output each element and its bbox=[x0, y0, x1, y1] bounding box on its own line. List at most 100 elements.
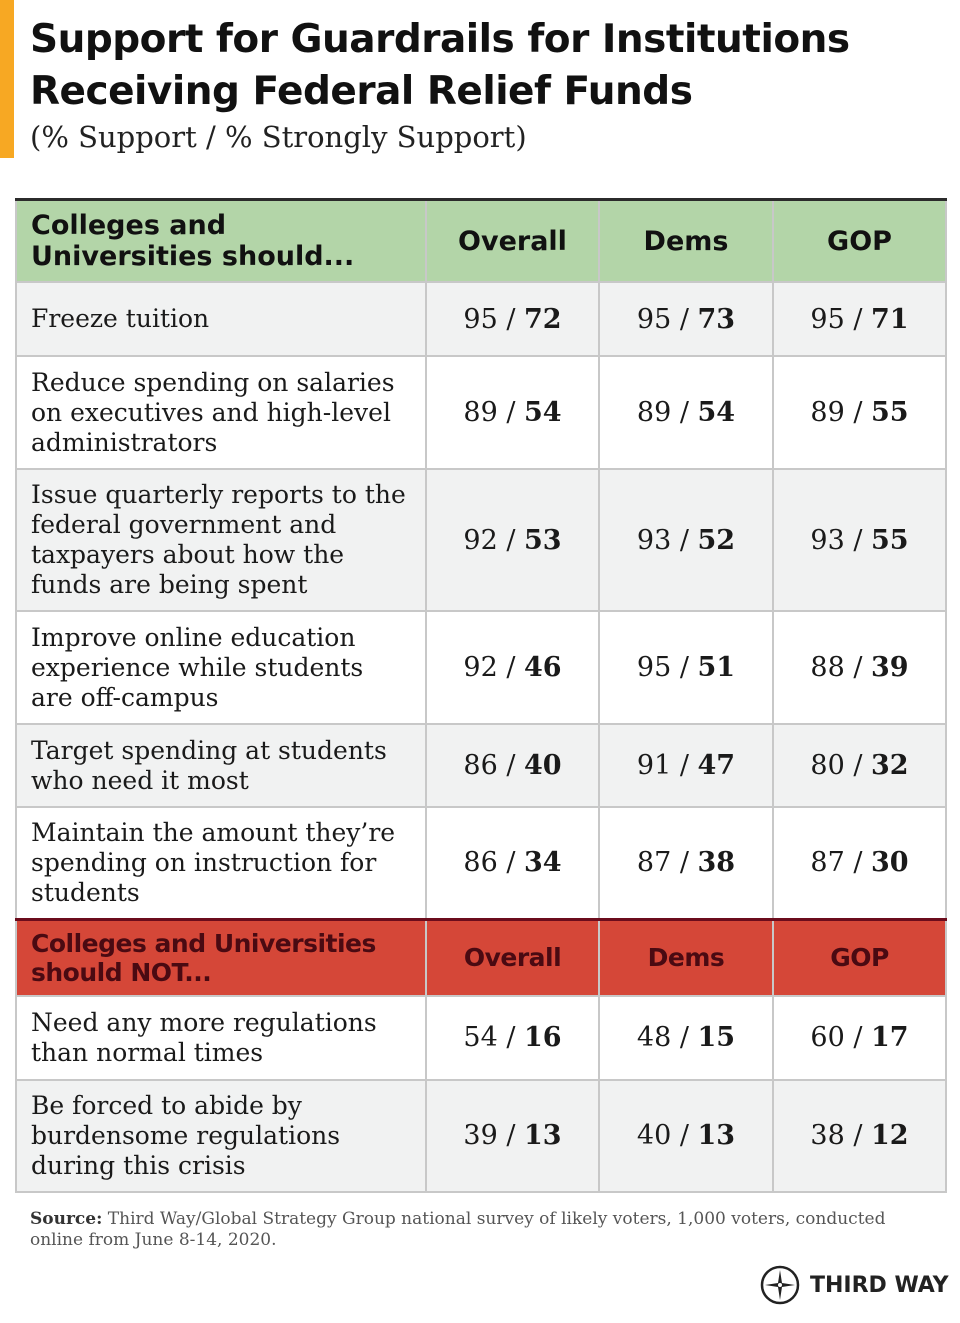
cell-overall: 54 / 16 bbox=[425, 994, 600, 1081]
support-pct: 48 bbox=[636, 1022, 672, 1053]
cell-dems: 91 / 47 bbox=[598, 723, 774, 808]
strong-support-pct: 53 bbox=[524, 524, 562, 556]
cell-dems: 93 / 52 bbox=[598, 468, 774, 612]
strong-support-pct: 71 bbox=[871, 303, 909, 335]
title-line-1: Support for Guardrails for Institutions bbox=[30, 17, 850, 62]
support-pct: 95 bbox=[810, 303, 845, 335]
row-label: Improve online education experience whil… bbox=[15, 610, 427, 725]
cell-gop: 87 / 30 bbox=[772, 806, 947, 920]
cell-gop: 80 / 32 bbox=[772, 723, 947, 808]
support-pct: 89 bbox=[636, 397, 672, 428]
support-pct: 60 bbox=[810, 1022, 845, 1053]
support-pct: 86 bbox=[463, 750, 498, 781]
support-pct: 86 bbox=[463, 847, 498, 879]
row-label: Target spending at students who need it … bbox=[15, 723, 427, 808]
cell-overall: 92 / 53 bbox=[425, 468, 600, 612]
cell-overall: 95 / 72 bbox=[425, 281, 600, 357]
support-pct: 95 bbox=[463, 303, 498, 335]
strong-support-pct: 13 bbox=[697, 1120, 736, 1151]
table-row: Need any more regulations than normal ti… bbox=[15, 994, 947, 1081]
strong-support-pct: 16 bbox=[524, 1022, 562, 1053]
strong-support-pct: 39 bbox=[871, 652, 909, 683]
strong-support-pct: 54 bbox=[524, 397, 562, 428]
column-header-overall: Overall bbox=[425, 198, 600, 283]
table-row: Issue quarterly reports to the federal g… bbox=[15, 468, 947, 612]
strong-support-pct: 55 bbox=[871, 524, 909, 556]
cell-overall: 92 / 46 bbox=[425, 610, 600, 725]
strong-support-pct: 13 bbox=[524, 1120, 562, 1151]
strong-support-pct: 17 bbox=[871, 1022, 909, 1053]
support-pct: 89 bbox=[810, 397, 845, 428]
row-label: Freeze tuition bbox=[15, 281, 427, 357]
accent-bar bbox=[0, 0, 14, 158]
column-header-gop: GOP bbox=[772, 918, 947, 997]
support-pct: 93 bbox=[810, 524, 845, 556]
column-header-dems: Dems bbox=[598, 198, 774, 283]
cell-gop: 93 / 55 bbox=[772, 468, 947, 612]
logo-text: THIRD WAY bbox=[810, 1272, 949, 1298]
support-pct: 92 bbox=[463, 652, 498, 683]
row-label: Maintain the amount they’re spending on … bbox=[15, 806, 427, 920]
cell-dems: 95 / 51 bbox=[598, 610, 774, 725]
support-pct: 80 bbox=[810, 750, 845, 781]
cell-dems: 40 / 13 bbox=[598, 1078, 774, 1193]
survey-table: Colleges and Universities should... Overa… bbox=[15, 198, 947, 1193]
support-pct: 54 bbox=[463, 1022, 498, 1053]
support-pct: 95 bbox=[636, 652, 672, 683]
strong-support-pct: 12 bbox=[871, 1120, 909, 1151]
column-header-dems: Dems bbox=[598, 918, 774, 997]
strong-support-pct: 72 bbox=[524, 303, 562, 335]
cell-overall: 89 / 54 bbox=[425, 355, 600, 470]
support-header-row: Colleges and Universities should... Overa… bbox=[15, 198, 947, 283]
strong-support-pct: 52 bbox=[697, 524, 736, 556]
support-pct: 87 bbox=[636, 847, 672, 879]
support-pct: 92 bbox=[463, 524, 498, 556]
cell-overall: 39 / 13 bbox=[425, 1078, 600, 1193]
support-pct: 88 bbox=[810, 652, 845, 683]
strong-support-pct: 38 bbox=[697, 847, 736, 879]
section-header: Colleges and Universities should NOT... bbox=[15, 918, 427, 997]
subtitle: (% Support / % Strongly Support) bbox=[30, 120, 527, 154]
cell-dems: 95 / 73 bbox=[598, 281, 774, 357]
source-text: Third Way/Global Strategy Group national… bbox=[30, 1209, 886, 1250]
row-label: Need any more regulations than normal ti… bbox=[15, 994, 427, 1081]
cell-overall: 86 / 34 bbox=[425, 806, 600, 920]
strong-support-pct: 34 bbox=[524, 847, 562, 879]
cell-dems: 89 / 54 bbox=[598, 355, 774, 470]
table-row: Target spending at students who need it … bbox=[15, 723, 947, 808]
strong-support-pct: 32 bbox=[871, 750, 909, 781]
source-label: Source: bbox=[30, 1209, 103, 1229]
strong-support-pct: 54 bbox=[697, 397, 736, 428]
cell-gop: 89 / 55 bbox=[772, 355, 947, 470]
table-row: Be forced to abide by burdensome regulat… bbox=[15, 1078, 947, 1193]
strong-support-pct: 51 bbox=[697, 652, 736, 683]
support-pct: 40 bbox=[636, 1120, 672, 1151]
table-row: Freeze tuition 95 / 72 95 / 73 95 / 71 bbox=[15, 281, 947, 357]
title-line-2: Receiving Federal Relief Funds bbox=[30, 69, 693, 114]
oppose-header-row: Colleges and Universities should NOT... O… bbox=[15, 918, 947, 997]
column-header-overall: Overall bbox=[425, 918, 600, 997]
support-pct: 95 bbox=[636, 303, 672, 335]
cell-dems: 87 / 38 bbox=[598, 806, 774, 920]
section-header: Colleges and Universities should... bbox=[15, 198, 427, 283]
support-pct: 93 bbox=[636, 524, 672, 556]
row-label: Be forced to abide by burdensome regulat… bbox=[15, 1078, 427, 1193]
table-row: Improve online education experience whil… bbox=[15, 610, 947, 725]
cell-gop: 95 / 71 bbox=[772, 281, 947, 357]
support-pct: 38 bbox=[810, 1120, 845, 1151]
support-pct: 91 bbox=[636, 750, 672, 781]
support-pct: 87 bbox=[810, 847, 845, 879]
row-label: Issue quarterly reports to the federal g… bbox=[15, 468, 427, 612]
strong-support-pct: 15 bbox=[697, 1022, 736, 1053]
compass-icon bbox=[760, 1265, 800, 1305]
source-note: Source: Third Way/Global Strategy Group … bbox=[30, 1209, 910, 1251]
cell-gop: 38 / 12 bbox=[772, 1078, 947, 1193]
third-way-logo: THIRD WAY bbox=[760, 1265, 949, 1305]
cell-overall: 86 / 40 bbox=[425, 723, 600, 808]
column-header-gop: GOP bbox=[772, 198, 947, 283]
cell-gop: 88 / 39 bbox=[772, 610, 947, 725]
row-label: Reduce spending on salaries on executive… bbox=[15, 355, 427, 470]
strong-support-pct: 30 bbox=[871, 847, 909, 879]
strong-support-pct: 73 bbox=[697, 303, 736, 335]
table-row: Reduce spending on salaries on executive… bbox=[15, 355, 947, 470]
